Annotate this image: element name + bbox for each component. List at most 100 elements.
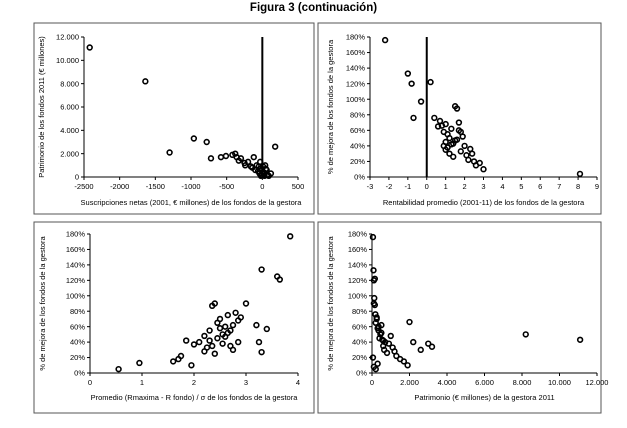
data-point [207,155,215,162]
data-point [369,354,377,361]
x-tick-label: 4 [500,182,504,191]
data-point [451,137,459,144]
data-point [400,358,408,365]
x-tick-label: 2.000 [400,378,419,387]
y-tick-label: 180% [66,230,86,239]
y-tick-label: 12.000 [56,33,79,42]
panel-frame [33,22,315,215]
data-point [229,321,237,329]
x-tick-label: 500 [292,182,305,191]
data-point [448,125,455,132]
data-point [216,315,224,323]
y-tick-label: 60% [350,126,365,135]
data-point [206,337,213,344]
data-point [459,133,466,140]
data-point [258,266,265,273]
x-tick-label: 0 [260,182,264,191]
data-point [427,78,434,86]
data-point [393,352,400,360]
y-tick-label: 2.000 [60,149,79,158]
data-point [476,159,483,167]
data-point [253,321,260,329]
data-point [444,144,451,151]
data-point [428,343,436,350]
data-point [166,149,173,156]
data-point [211,300,219,307]
y-tick-label: 60% [70,322,85,331]
x-tick-label: 12.000 [586,378,609,387]
data-point [201,332,208,340]
data-point [214,335,221,342]
data-point [244,158,252,166]
x-tick-label: 6.000 [475,378,494,387]
data-point [370,267,377,274]
y-tick-label: 80% [70,307,85,316]
figure-title: Figura 3 (continuación) [249,2,378,14]
y-tick-label: 180% [346,33,366,42]
y-tick-label: 40% [350,141,365,150]
data-point [448,141,455,148]
data-point [375,323,382,330]
data-point [188,362,195,369]
chart-return: 0% 20% 40% 60% 80% 100% 120% 140% 160% 180% -3 -2 -1… [317,22,602,215]
y-tick-label: 160% [346,48,366,57]
data-point [378,329,385,337]
data-point [383,349,391,357]
x-tick-label: 8.000 [513,378,532,387]
y-tick-label: 140% [66,260,86,269]
data-point [387,332,394,340]
data-point [372,365,379,373]
x-tick-label: 4.000 [438,378,457,387]
y-axis-label: % de mejora de los fondos de la gestora [326,236,335,371]
y-tick-label: 120% [348,276,368,285]
data-point [211,350,219,357]
data-point [457,148,464,155]
panel-frame [317,221,602,414]
data-point [450,153,457,160]
y-tick-label: 40% [352,338,367,347]
data-point [115,365,122,373]
x-tick-label: 0 [370,378,374,387]
y-tick-label: 0% [74,369,85,378]
y-tick-label: 0% [354,173,365,182]
y-tick-label: 80% [350,110,365,119]
y-tick-label: 20% [350,157,365,166]
x-tick-label: 6 [538,182,542,191]
x-tick-label: 4 [296,378,300,387]
y-tick-label: 6.000 [60,103,79,112]
x-tick-label: 2 [462,182,466,191]
data-point [190,135,198,142]
x-tick-label: -2000 [110,182,129,191]
data-point [406,318,413,326]
data-point [408,80,415,87]
data-point [217,153,225,161]
y-tick-label: 160% [348,245,368,254]
x-tick-label: 2 [192,378,196,387]
data-point [371,275,379,282]
x-tick-label: 5 [519,182,523,191]
data-point [183,337,190,344]
data-point [267,170,275,177]
data-point [235,338,242,346]
y-tick-label: 20% [70,353,85,362]
x-tick-label: -2 [386,182,393,191]
data-point [203,344,211,351]
data-point [250,153,257,161]
data-point [216,325,224,332]
y-tick-label: 100% [348,291,368,300]
y-tick-label: 40% [70,338,85,347]
x-axis-label: Suscripciones netas (2001, € millones) d… [81,198,303,207]
data-point [371,294,378,302]
x-tick-label: 10.000 [548,378,571,387]
data-point [467,145,474,153]
data-point [222,333,229,340]
data-point [410,338,417,346]
data-point [232,309,239,316]
y-tick-label: 100% [66,291,86,300]
data-point [431,114,438,122]
y-tick-label: 140% [348,260,368,269]
data-point [381,36,389,44]
y-tick-label: 0% [356,369,367,378]
data-point [257,172,265,180]
data-point [417,98,425,105]
